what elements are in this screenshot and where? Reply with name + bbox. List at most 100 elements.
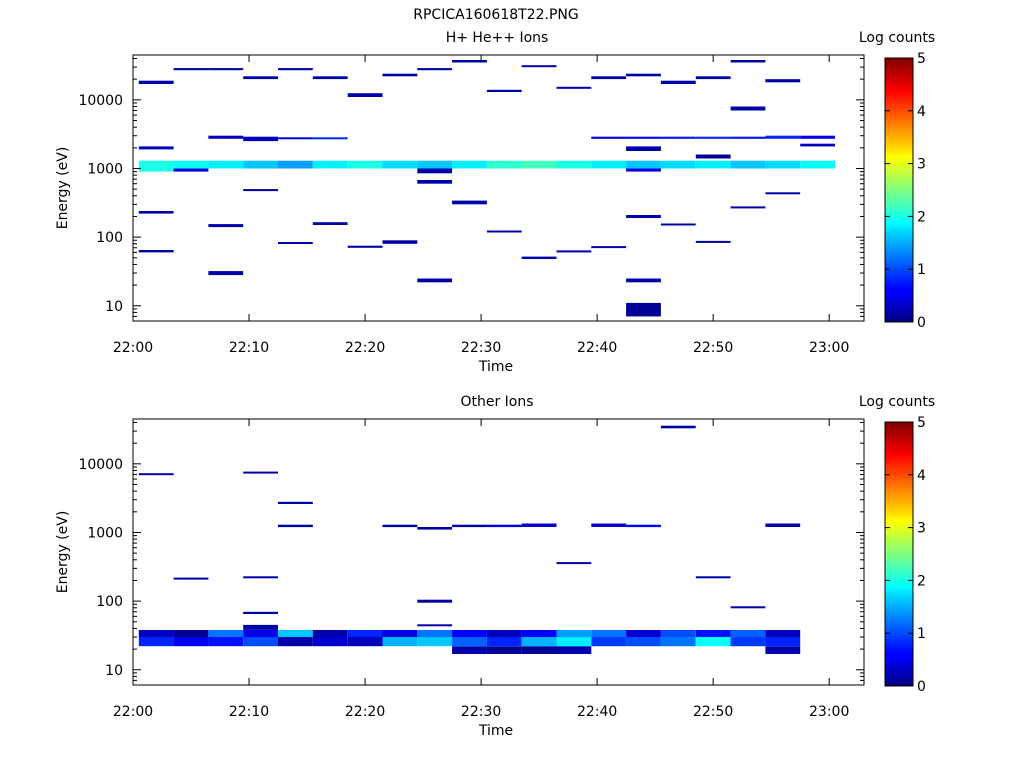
x-tick-label: 22:50 xyxy=(693,704,733,720)
heatmap-cell xyxy=(173,160,209,169)
axis-ticks xyxy=(132,419,864,686)
heatmap-cell xyxy=(800,143,835,147)
colorbar-tick-label: 4 xyxy=(917,468,926,484)
heatmap-cell xyxy=(417,180,453,184)
colorbar-tick-label: 4 xyxy=(917,104,926,120)
y-tick-label: 10 xyxy=(105,663,123,679)
heatmap-cell xyxy=(208,271,244,276)
panel-title: H+ He++ Ions xyxy=(446,30,549,46)
heatmap-cell xyxy=(347,637,383,647)
heatmap-cell xyxy=(730,637,766,647)
heatmap-cell xyxy=(347,160,383,169)
heatmap-cell xyxy=(556,646,592,654)
heatmap-cell xyxy=(173,577,209,580)
figure-title: RPCICA160618T22.PNG xyxy=(413,7,578,23)
heatmap-cell xyxy=(626,630,661,637)
colorbar: Log counts 0 1 2 3 4 5 xyxy=(859,394,935,695)
heatmap-cell xyxy=(591,523,627,527)
heatmap-cell xyxy=(660,425,696,429)
heatmap-cell xyxy=(521,256,557,259)
heatmap-cell xyxy=(243,611,278,614)
heatmap-cell xyxy=(278,501,313,504)
heatmap-cell xyxy=(626,302,661,317)
heatmap-cell xyxy=(521,637,557,647)
colorbar-tick-label: 2 xyxy=(917,209,926,225)
axis-ticks xyxy=(132,55,864,322)
heatmap-cell xyxy=(765,192,801,195)
x-tick-label: 22:40 xyxy=(577,704,617,720)
heatmap-cell xyxy=(452,60,487,63)
heatmap-cell xyxy=(243,624,278,630)
heatmap-cell xyxy=(138,473,174,476)
x-tick-label: 22:40 xyxy=(577,340,617,356)
heatmap-cell xyxy=(730,160,766,169)
heatmap-cell xyxy=(521,646,557,654)
heatmap-cell xyxy=(243,160,278,169)
x-tick-label: 22:00 xyxy=(113,340,153,356)
heatmap-cell xyxy=(138,211,174,214)
heatmap-cell xyxy=(208,630,244,637)
heatmap-cell xyxy=(417,168,453,174)
heatmap-cell xyxy=(347,245,383,248)
heatmap-cell xyxy=(695,136,731,139)
heatmap-cells xyxy=(138,60,835,317)
y-tick-labels: 10 100 1000 10000 xyxy=(78,457,123,679)
heatmap-cell xyxy=(730,106,766,111)
heatmap-cell xyxy=(556,562,592,565)
heatmap-cell xyxy=(452,160,487,169)
heatmap-cell xyxy=(591,637,627,647)
heatmap-cell xyxy=(138,160,174,169)
x-tick-labels: 22:00 22:10 22:20 22:30 22:40 22:50 23:00 xyxy=(113,704,850,720)
heatmap-cell xyxy=(138,630,174,637)
heatmap-cell xyxy=(695,160,731,169)
heatmap-cell xyxy=(521,65,557,68)
heatmap-cell xyxy=(452,637,487,647)
heatmap-cell xyxy=(626,215,661,218)
heatmap-cell xyxy=(382,524,418,528)
heatmap-cell xyxy=(591,136,627,139)
heatmap-cell xyxy=(138,80,174,84)
heatmap-cell xyxy=(591,630,627,637)
colorbar: Log counts 0 1 2 3 4 5 xyxy=(859,30,935,331)
colorbar-gradient xyxy=(884,421,914,687)
heatmap-cell xyxy=(208,135,244,139)
heatmap-cell xyxy=(486,646,522,654)
x-tick-label: 22:50 xyxy=(693,340,733,356)
heatmap-cell xyxy=(765,523,801,527)
x-tick-label: 23:00 xyxy=(809,704,849,720)
colorbar-tick-label: 5 xyxy=(917,51,926,67)
x-tick-label: 22:30 xyxy=(461,340,501,356)
x-tick-label: 22:00 xyxy=(113,704,153,720)
heatmap-cell xyxy=(695,637,731,647)
heatmap-cell xyxy=(730,136,766,139)
heatmap-cell xyxy=(452,630,487,637)
heatmap-cell xyxy=(278,137,313,140)
heatmap-cell xyxy=(243,630,278,637)
heatmap-cell xyxy=(591,76,627,80)
heatmap-cell xyxy=(417,599,453,603)
plot-frame xyxy=(132,54,865,322)
heatmap-cell xyxy=(660,637,696,647)
panel-h-he-ions: H+ He++ Ions 22:00 22:10 22:20 22:30 22:40 22… xyxy=(55,30,935,375)
heatmap-cell xyxy=(417,637,453,647)
panel-other-ions: Other Ions 22:00 22:10 22:20 22:30 22:40 22:5… xyxy=(55,394,935,739)
heatmap-cell xyxy=(660,160,696,169)
heatmap-cell xyxy=(278,242,313,244)
heatmap-cell xyxy=(417,630,453,637)
y-tick-label: 100 xyxy=(96,594,123,610)
y-tick-label: 10 xyxy=(105,299,123,315)
heatmap-cell xyxy=(486,160,522,169)
heatmap-cell xyxy=(452,200,487,205)
heatmap-cell xyxy=(417,68,453,71)
heatmap-cell xyxy=(278,524,313,528)
heatmap-cell xyxy=(556,160,592,169)
heatmap-cell xyxy=(312,137,348,140)
heatmap-cell xyxy=(486,630,522,637)
heatmap-cell xyxy=(347,630,383,637)
heatmap-cell xyxy=(312,222,348,225)
heatmap-cell xyxy=(312,160,348,169)
heatmap-cell xyxy=(695,576,731,579)
y-tick-label: 10000 xyxy=(78,93,123,109)
colorbar-ticks: 0 1 2 3 4 5 xyxy=(885,51,926,331)
x-tick-label: 22:10 xyxy=(229,340,269,356)
